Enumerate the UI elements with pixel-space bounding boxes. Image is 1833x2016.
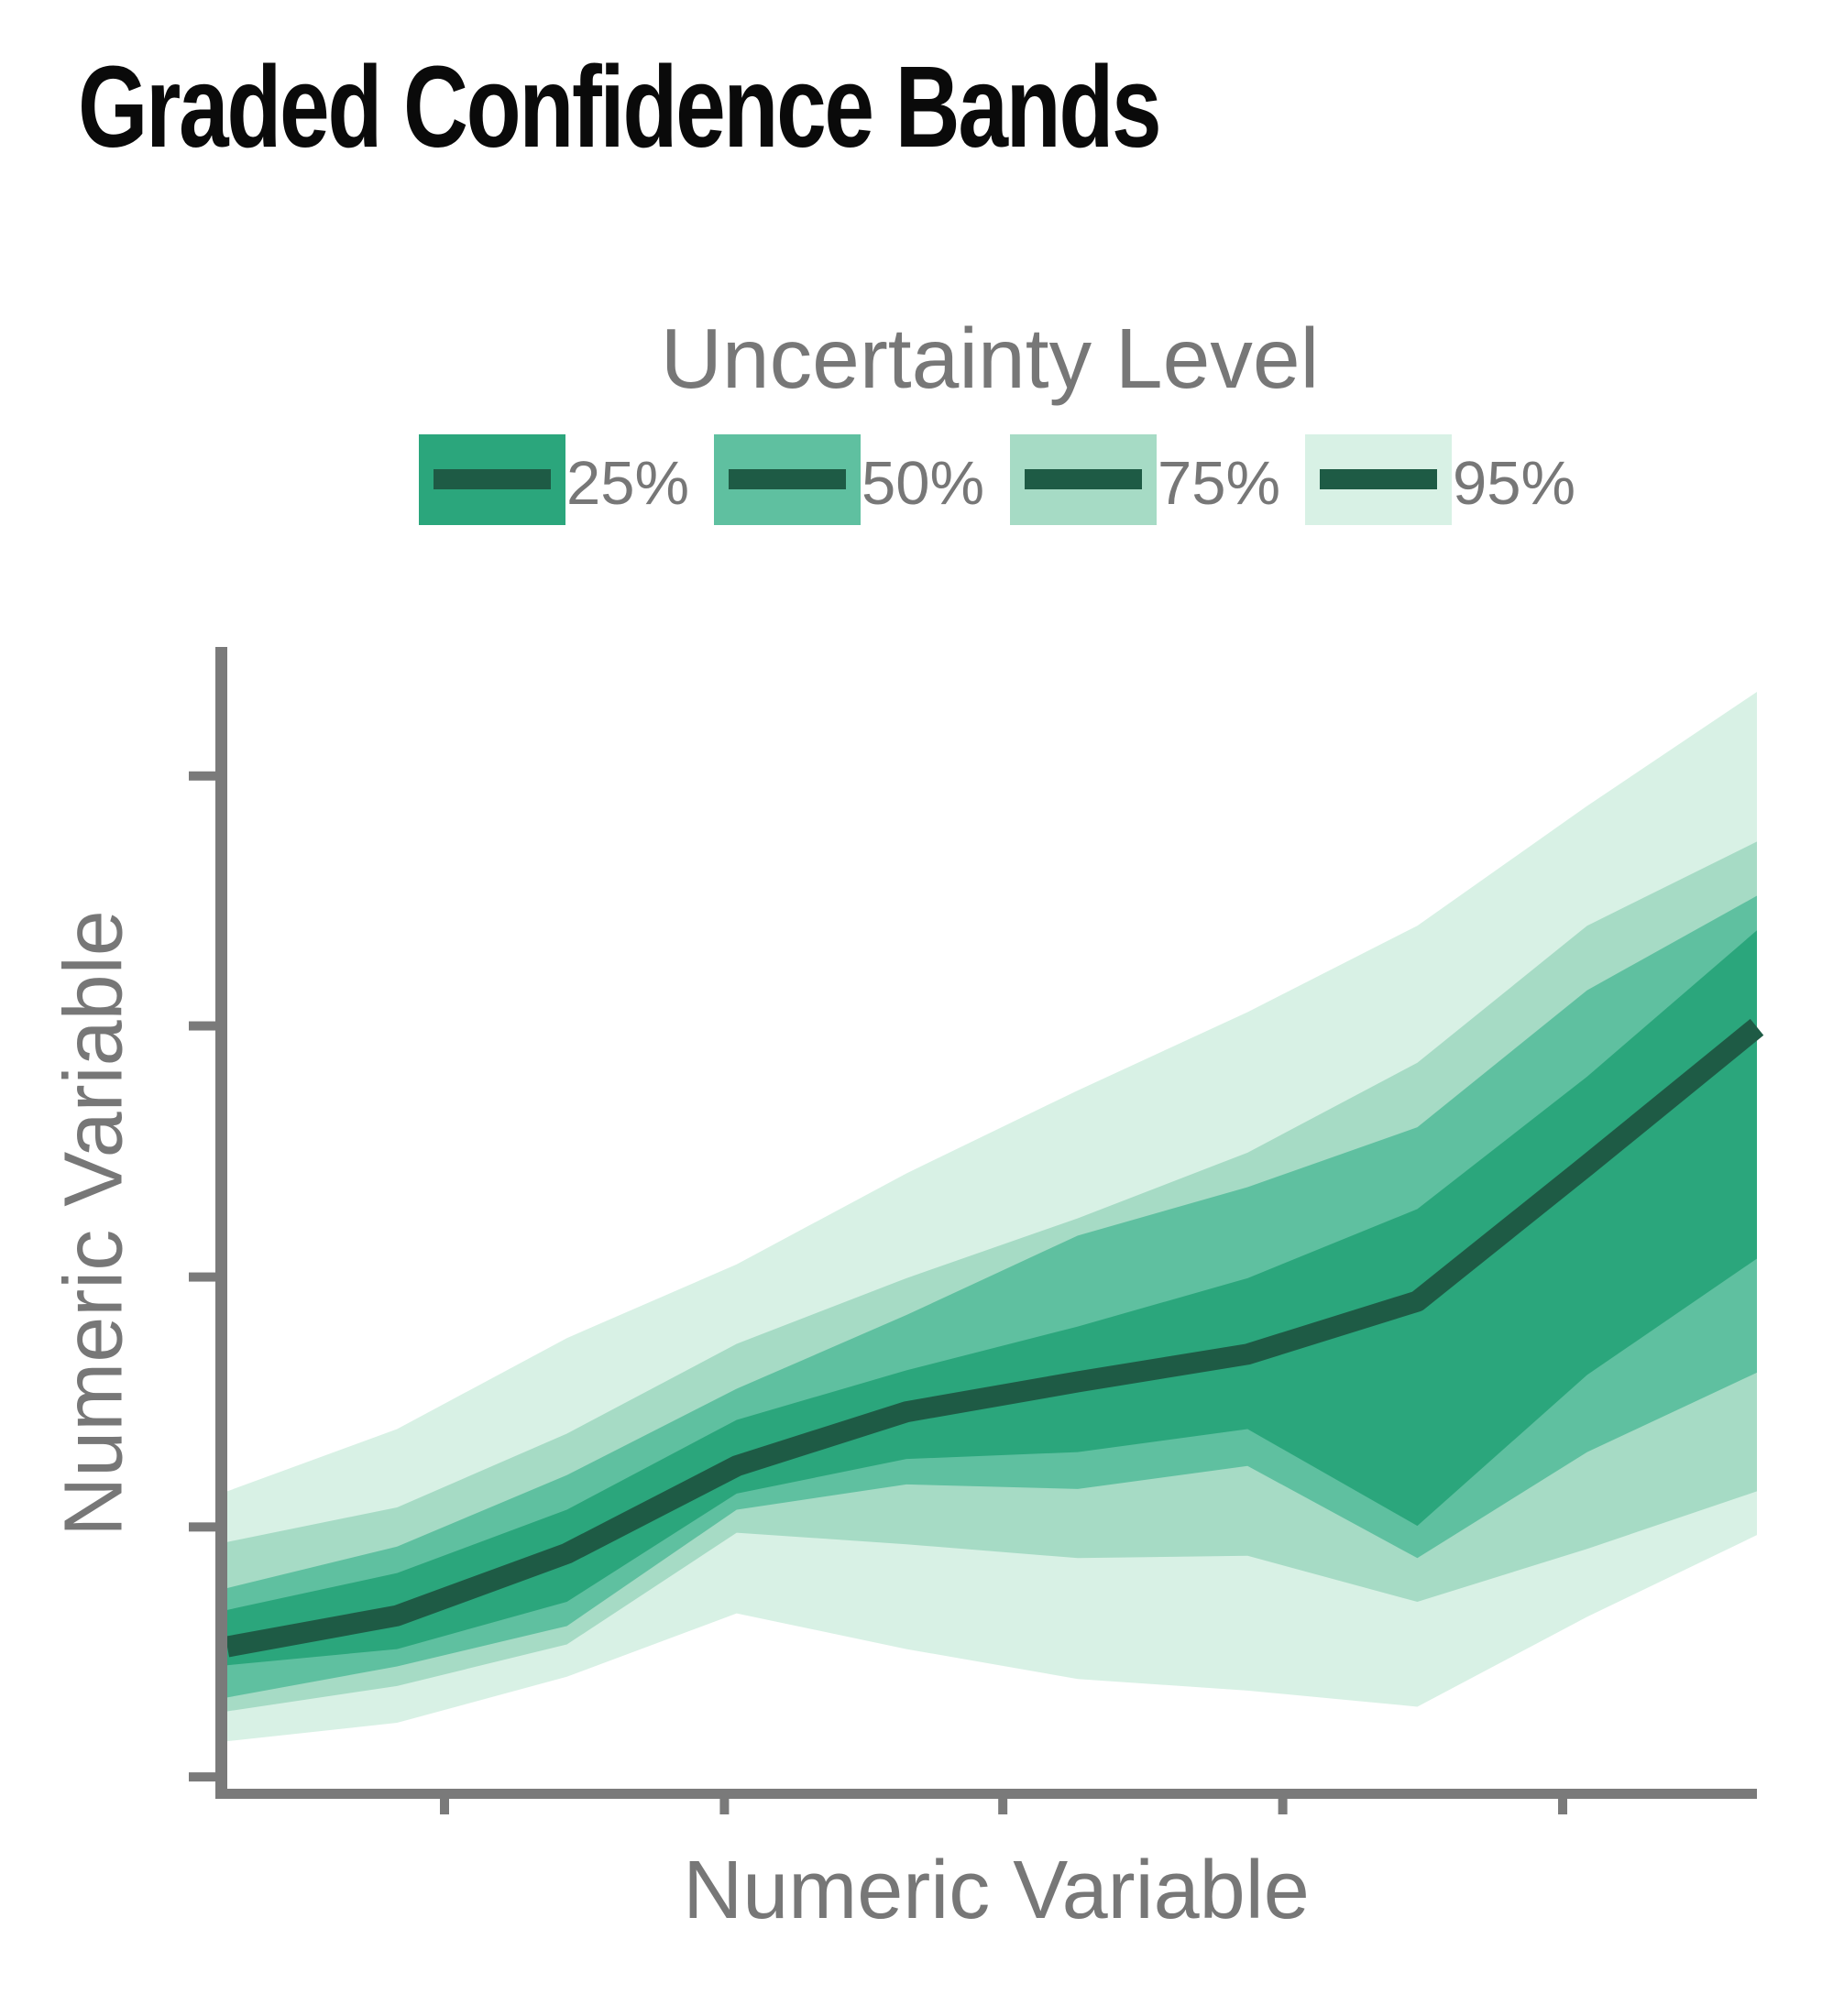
y-axis-tick	[189, 1522, 215, 1532]
legend-keyline-icon	[1025, 469, 1142, 489]
x-axis-tick	[439, 1789, 449, 1814]
legend-item-50: 50%	[714, 434, 984, 525]
y-axis-tick	[189, 1772, 215, 1782]
legend-title: Uncertainty Level	[660, 311, 1320, 406]
legend-item-25: 25%	[419, 434, 689, 525]
legend-item-75: 75%	[1010, 434, 1280, 525]
x-axis-tick	[719, 1789, 730, 1814]
y-axis-label: Numeric Variable	[48, 910, 140, 1537]
legend-label: 25%	[566, 449, 690, 518]
legend-label: 95%	[1453, 449, 1576, 518]
legend-label: 75%	[1158, 449, 1281, 518]
legend-keyline-icon	[434, 469, 551, 489]
x-axis-tick	[1278, 1789, 1288, 1814]
legend-keyline-icon	[1320, 469, 1437, 489]
y-axis-line	[215, 647, 227, 1799]
x-axis-tick	[1558, 1789, 1568, 1814]
legend-item-95: 95%	[1305, 434, 1575, 525]
x-axis-line	[215, 1789, 1757, 1799]
y-axis-tick	[189, 771, 215, 781]
confidence-band	[227, 930, 1757, 1666]
page-title: Graded Confidence Bands	[78, 42, 1162, 171]
y-axis-tick	[189, 1021, 215, 1031]
x-axis-tick	[998, 1789, 1008, 1814]
legend-keyline-icon	[729, 469, 846, 489]
y-axis-tick	[189, 1272, 215, 1282]
legend-label: 50%	[862, 449, 985, 518]
x-axis-label: Numeric Variable	[683, 1845, 1310, 1936]
median-line	[225, 1018, 1764, 1658]
